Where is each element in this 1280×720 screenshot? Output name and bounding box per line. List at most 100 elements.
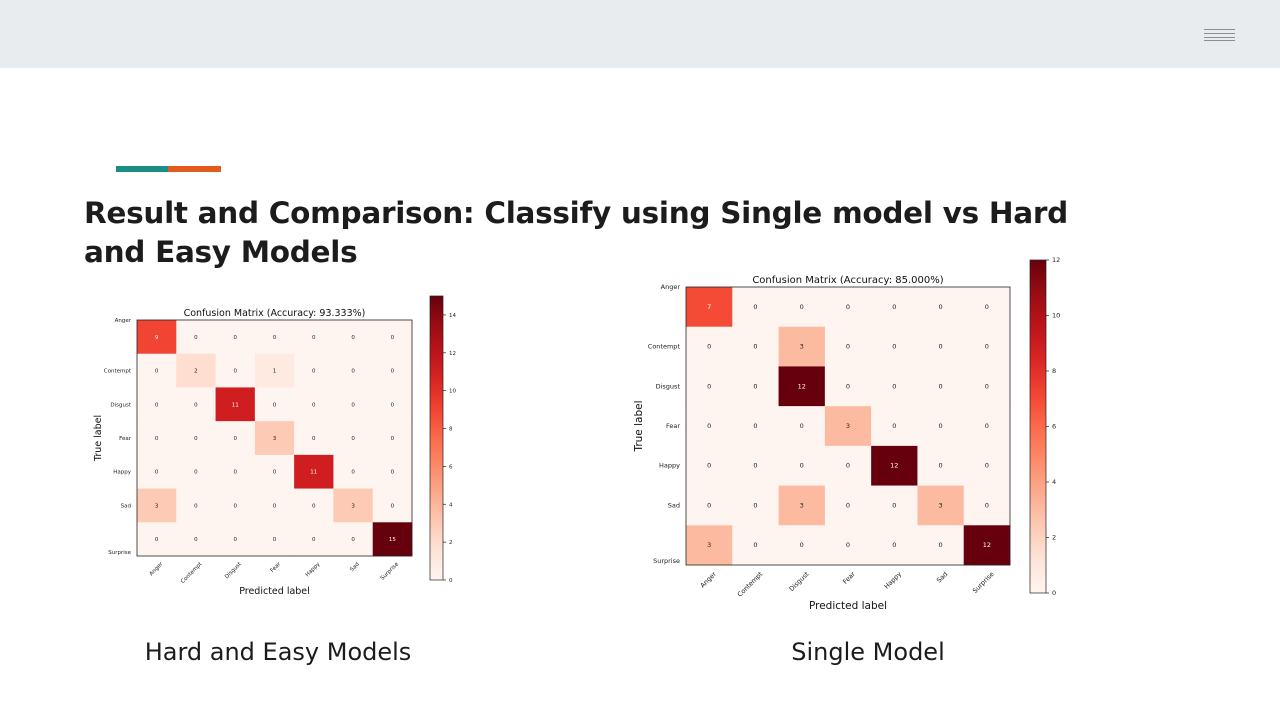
cell-value-label: 0 — [846, 462, 850, 470]
caption-single-model: Single Model — [791, 638, 945, 666]
cell-value-label: 0 — [155, 369, 159, 375]
matrix-cell — [824, 326, 872, 367]
matrix-cell — [871, 485, 918, 526]
matrix-cell — [137, 320, 177, 355]
matrix-cell — [871, 445, 918, 486]
matrix-cell — [917, 287, 965, 328]
cell-value-label: 0 — [707, 422, 711, 430]
cell-value-label: 0 — [273, 335, 277, 341]
cell-value-label: 0 — [351, 436, 355, 442]
matrix-cell — [824, 406, 872, 447]
cell-value-label: 0 — [194, 537, 198, 543]
matrix-cell — [254, 454, 295, 489]
matrix-cell — [732, 366, 779, 407]
colorbar-tick-label: 8 — [1052, 367, 1056, 375]
y-tick-label: Disgust — [110, 402, 131, 408]
cell-value-label: 0 — [194, 402, 198, 408]
cell-value-label: 3 — [800, 343, 804, 351]
matrix-cell — [732, 485, 779, 526]
matrix-cell — [294, 454, 334, 489]
matrix-cell — [333, 387, 374, 422]
cell-value-label: 3 — [273, 436, 277, 442]
x-tick-label: Disgust — [788, 570, 811, 593]
matrix-cell — [176, 320, 216, 355]
matrix-cell — [686, 525, 733, 566]
cell-value-label: 0 — [233, 470, 237, 476]
colorbar-tick-label: 10 — [1052, 312, 1060, 320]
cell-value-label: 0 — [391, 503, 395, 509]
cell-value-label: 0 — [800, 303, 804, 311]
cell-value-label: 0 — [233, 436, 237, 442]
cell-value-label: 0 — [939, 541, 943, 549]
matrix-cell — [294, 387, 334, 422]
y-tick-label: Surprise — [653, 557, 680, 565]
matrix-cell — [176, 488, 216, 523]
x-tick-label: Fear — [841, 570, 857, 586]
matrix-cell — [824, 445, 872, 486]
cell-value-label: 0 — [707, 382, 711, 390]
matrix-cell — [732, 406, 779, 447]
cell-value-label: 3 — [800, 501, 804, 509]
matrix-cell — [372, 488, 413, 523]
matrix-cell — [294, 488, 334, 523]
cell-value-label: 0 — [391, 369, 395, 375]
matrix-cell — [137, 488, 177, 523]
chart-title: Confusion Matrix (Accuracy: 85.000%) — [752, 275, 943, 286]
cell-value-label: 0 — [707, 462, 711, 470]
matrix-cell — [372, 522, 413, 557]
matrix-cell — [372, 320, 413, 355]
cell-value-label: 12 — [983, 541, 991, 549]
matrix-cell — [137, 421, 177, 456]
cell-value-label: 0 — [985, 382, 989, 390]
matrix-cell — [254, 522, 295, 557]
cell-value-label: 0 — [800, 462, 804, 470]
colorbar-tick-label: 8 — [449, 427, 453, 433]
matrix-cell — [778, 485, 826, 526]
colorbar-tick-label: 4 — [449, 502, 453, 508]
y-tick-label: Surprise — [108, 550, 131, 556]
matrix-cell — [137, 387, 177, 422]
y-tick-label: Contempt — [104, 369, 132, 375]
matrix-cell — [871, 406, 918, 447]
colorbar-tick-label: 2 — [1052, 534, 1056, 542]
matrix-cell — [215, 353, 256, 388]
y-tick-label: Anger — [661, 283, 681, 291]
matrix-cell — [778, 406, 826, 447]
cell-value-label: 0 — [753, 343, 757, 351]
cell-value-label: 0 — [985, 303, 989, 311]
cell-value-label: 0 — [846, 343, 850, 351]
y-tick-label: Happy — [659, 462, 680, 470]
matrix-cell — [176, 454, 216, 489]
matrix-cell — [963, 326, 1011, 367]
matrix-cell — [333, 421, 374, 456]
y-tick-label: Sad — [121, 503, 131, 509]
cell-value-label: 0 — [194, 436, 198, 442]
matrix-cell — [294, 320, 334, 355]
cell-value-label: 0 — [194, 503, 198, 509]
matrix-cell — [333, 454, 374, 489]
matrix-cell — [963, 485, 1011, 526]
cell-value-label: 0 — [233, 335, 237, 341]
y-tick-label: Sad — [668, 501, 680, 509]
matrix-cell — [732, 326, 779, 367]
x-tick-label: Surprise — [971, 570, 996, 595]
matrix-cell — [686, 445, 733, 486]
matrix-cell — [963, 525, 1011, 566]
matrix-cell — [137, 353, 177, 388]
cell-value-label: 0 — [846, 501, 850, 509]
slide-title: Result and Comparison: Classify using Si… — [84, 196, 1068, 269]
matrix-cell — [686, 326, 733, 367]
colorbar-tick-label: 6 — [1052, 423, 1056, 431]
y-tick-label: Anger — [115, 318, 132, 324]
cell-value-label: 11 — [232, 402, 239, 408]
y-tick-label: Happy — [113, 470, 131, 476]
matrix-cell — [137, 522, 177, 557]
colorbar-tick-label: 6 — [449, 464, 453, 470]
hamburger-menu-icon[interactable] — [1204, 29, 1235, 41]
matrix-cell — [176, 522, 216, 557]
cell-value-label: 0 — [312, 369, 316, 375]
cell-value-label: 0 — [800, 422, 804, 430]
cell-value-label: 7 — [707, 303, 711, 311]
matrix-cell — [333, 320, 374, 355]
matrix-cell — [778, 525, 826, 566]
